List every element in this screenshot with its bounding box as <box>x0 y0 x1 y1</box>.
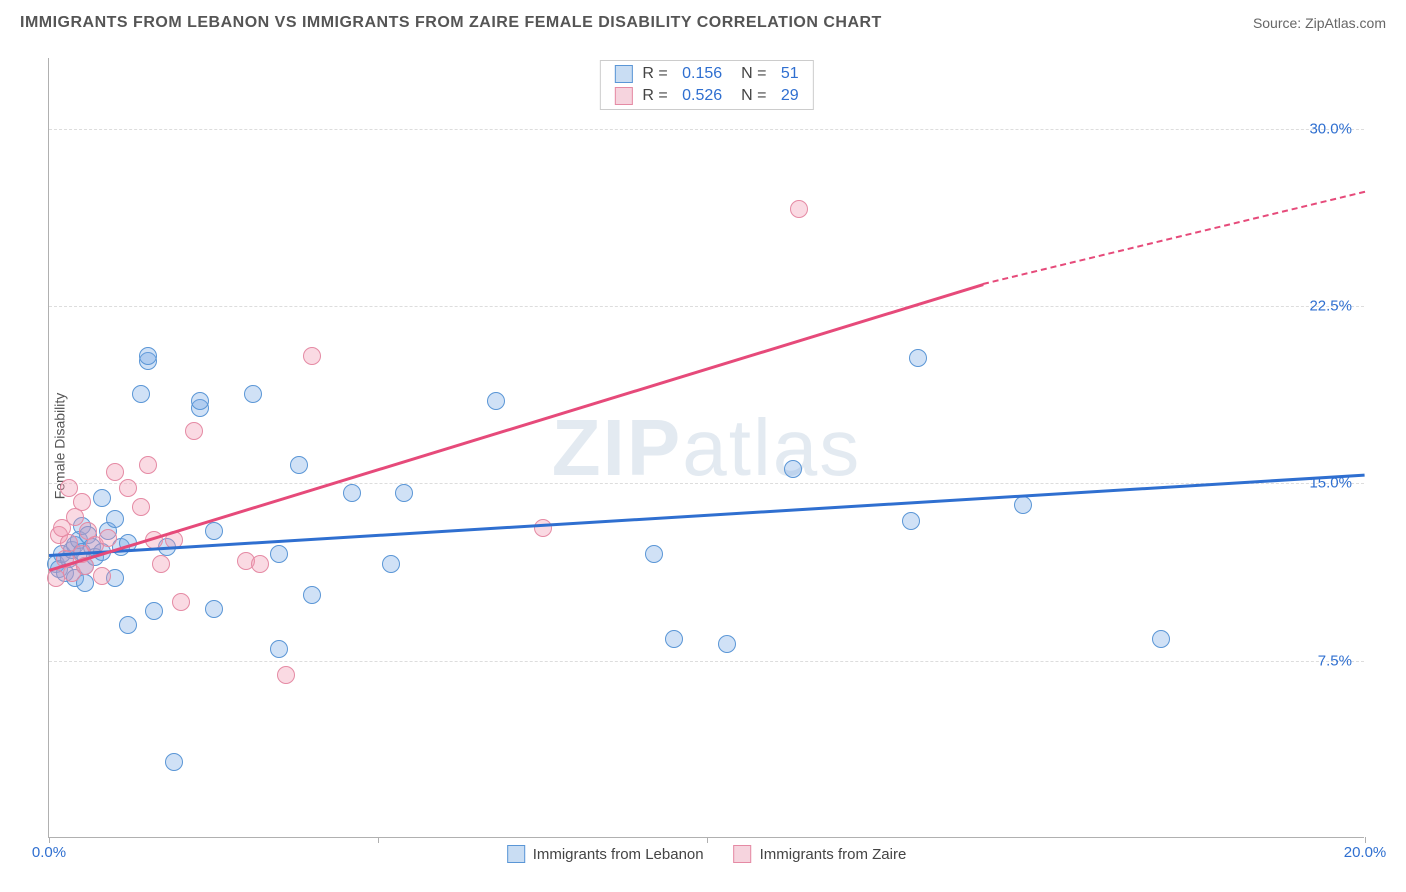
watermark: ZIPatlas <box>552 402 861 494</box>
trend-line-dashed <box>983 190 1365 284</box>
scatter-point <box>132 498 150 516</box>
x-tick <box>378 837 379 843</box>
legend-label: Immigrants from Zaire <box>760 846 907 863</box>
scatter-point <box>145 602 163 620</box>
scatter-point <box>73 493 91 511</box>
scatter-point <box>205 600 223 618</box>
scatter-point <box>119 479 137 497</box>
legend-swatch <box>614 87 632 105</box>
scatter-point <box>902 512 920 530</box>
stat-n-key: N = <box>732 87 766 105</box>
stat-n-key: N = <box>732 65 766 83</box>
scatter-point <box>270 545 288 563</box>
scatter-point <box>191 392 209 410</box>
x-tick <box>707 837 708 843</box>
scatter-point <box>343 484 361 502</box>
legend-swatch <box>507 845 525 863</box>
stat-r-key: R = <box>642 87 667 105</box>
scatter-point <box>718 635 736 653</box>
y-tick-label: 30.0% <box>1309 120 1352 137</box>
gridline <box>49 661 1364 662</box>
stats-legend: R = 0.156 N = 51R = 0.526 N = 29 <box>599 60 813 110</box>
stat-r-value: 0.526 <box>678 87 722 105</box>
scatter-point <box>790 200 808 218</box>
title-bar: IMMIGRANTS FROM LEBANON VS IMMIGRANTS FR… <box>0 0 1406 38</box>
x-tick-label: 20.0% <box>1344 844 1387 861</box>
scatter-point <box>106 510 124 528</box>
stats-row: R = 0.156 N = 51 <box>600 63 812 85</box>
gridline <box>49 483 1364 484</box>
scatter-point <box>395 484 413 502</box>
legend-label: Immigrants from Lebanon <box>533 846 704 863</box>
scatter-point <box>303 586 321 604</box>
scatter-point <box>132 385 150 403</box>
scatter-point <box>93 489 111 507</box>
trend-line <box>49 474 1365 557</box>
scatter-point <box>139 347 157 365</box>
y-tick-label: 7.5% <box>1318 652 1352 669</box>
x-tick <box>1365 837 1366 843</box>
source-label: Source: ZipAtlas.com <box>1253 15 1386 31</box>
stat-r-value: 0.156 <box>678 65 722 83</box>
scatter-point <box>487 392 505 410</box>
scatter-point <box>534 519 552 537</box>
scatter-point <box>303 347 321 365</box>
scatter-point <box>277 666 295 684</box>
scatter-point <box>645 545 663 563</box>
scatter-point <box>47 569 65 587</box>
scatter-point <box>106 463 124 481</box>
scatter-point <box>172 593 190 611</box>
scatter-point <box>205 522 223 540</box>
scatter-point <box>1014 496 1032 514</box>
scatter-point <box>251 555 269 573</box>
stats-row: R = 0.526 N = 29 <box>600 85 812 107</box>
scatter-point <box>290 456 308 474</box>
scatter-point <box>60 479 78 497</box>
gridline <box>49 306 1364 307</box>
scatter-point <box>382 555 400 573</box>
legend-item: Immigrants from Lebanon <box>507 845 704 863</box>
x-tick <box>49 837 50 843</box>
scatter-point <box>99 529 117 547</box>
stat-r-key: R = <box>642 65 667 83</box>
scatter-point <box>784 460 802 478</box>
scatter-point <box>244 385 262 403</box>
gridline <box>49 129 1364 130</box>
scatter-point <box>93 567 111 585</box>
scatter-point <box>139 456 157 474</box>
legend-swatch <box>614 65 632 83</box>
scatter-point <box>1152 630 1170 648</box>
y-tick-label: 22.5% <box>1309 298 1352 315</box>
scatter-point <box>152 555 170 573</box>
scatter-point <box>185 422 203 440</box>
stat-n-value: 51 <box>776 65 798 83</box>
plot-area: ZIPatlas R = 0.156 N = 51R = 0.526 N = 2… <box>48 58 1364 838</box>
legend-swatch <box>734 845 752 863</box>
x-tick-label: 0.0% <box>32 844 66 861</box>
chart-title: IMMIGRANTS FROM LEBANON VS IMMIGRANTS FR… <box>20 14 882 32</box>
scatter-point <box>165 753 183 771</box>
stat-n-value: 29 <box>776 87 798 105</box>
legend-item: Immigrants from Zaire <box>734 845 907 863</box>
scatter-point <box>909 349 927 367</box>
bottom-legend: Immigrants from Lebanon Immigrants from Z… <box>507 845 907 863</box>
scatter-point <box>270 640 288 658</box>
scatter-point <box>665 630 683 648</box>
scatter-point <box>119 616 137 634</box>
